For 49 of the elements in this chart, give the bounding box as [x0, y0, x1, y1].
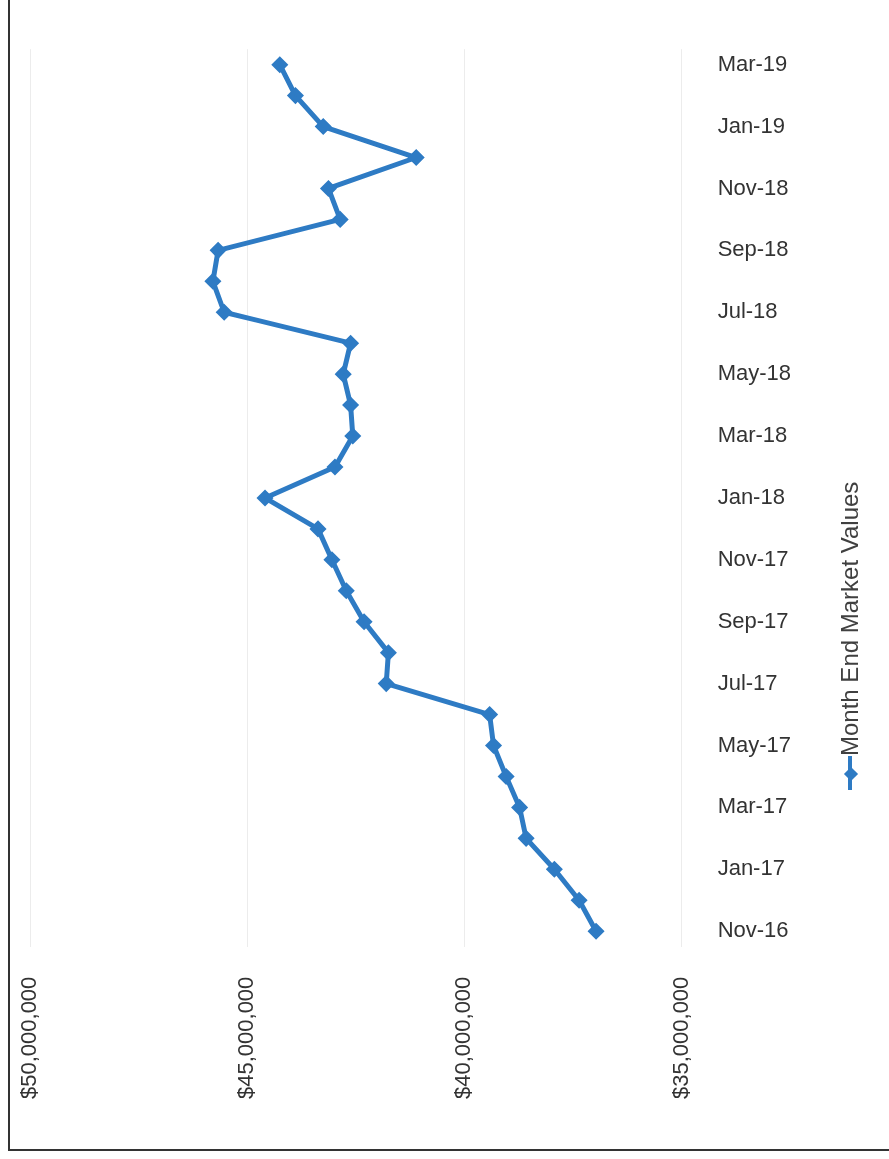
- point: [498, 768, 514, 784]
- point: [345, 428, 361, 444]
- point: [332, 211, 348, 227]
- y-tick-label: Sep-18: [717, 236, 789, 262]
- point: [380, 645, 396, 661]
- text: Month End Market Values: [836, 481, 864, 756]
- x-tick-label: $50,000,000: [16, 976, 42, 1099]
- x-tick-label: $45,000,000: [233, 976, 259, 1099]
- point: [518, 830, 534, 846]
- y-tick-label: Sep-17: [717, 607, 789, 633]
- y-tick-label: Jan-17: [717, 855, 785, 881]
- point: [327, 459, 343, 475]
- y-tick-label: Nov-18: [717, 174, 789, 200]
- y-tick-label: Mar-19: [717, 50, 788, 76]
- point: [588, 923, 604, 939]
- y-tick-label: May-17: [717, 731, 791, 757]
- point: [546, 861, 562, 877]
- y-tick-label: Nov-16: [717, 917, 789, 943]
- y-tick-label: Mar-17: [717, 793, 788, 819]
- point: [512, 799, 528, 815]
- y-tick-label: Jul-18: [717, 298, 778, 324]
- y-tick-label: Nov-17: [717, 545, 789, 571]
- point: [324, 552, 340, 568]
- point: [320, 180, 336, 196]
- point: [571, 892, 587, 908]
- y-tick-label: Jan-18: [717, 483, 785, 509]
- point: [343, 335, 359, 351]
- point: [338, 583, 354, 599]
- y-tick-label: Mar-18: [717, 422, 788, 448]
- point: [257, 490, 273, 506]
- point: [205, 273, 221, 289]
- x-tick-label: $35,000,000: [667, 976, 693, 1099]
- x-tick-label: $40,000,000: [450, 976, 476, 1099]
- point: [210, 242, 226, 258]
- point: [378, 676, 394, 692]
- y-tick-label: May-18: [717, 360, 791, 386]
- point: [356, 614, 372, 630]
- point: [408, 150, 424, 166]
- y-tick-label: Jul-17: [717, 669, 778, 695]
- point: [216, 304, 232, 320]
- point: [287, 88, 303, 104]
- point: [482, 707, 498, 723]
- point: [335, 366, 351, 382]
- y-tick-label: Jan-19: [717, 112, 785, 138]
- point: [315, 119, 331, 135]
- point: [486, 738, 502, 753]
- point: [272, 57, 288, 73]
- point: [310, 521, 326, 537]
- point: [343, 397, 359, 413]
